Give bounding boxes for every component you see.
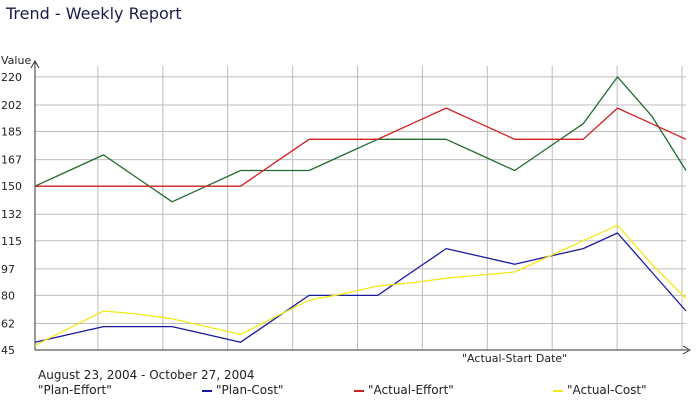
y-tick-label: 220 bbox=[1, 71, 22, 84]
legend-label: "Plan-Effort" bbox=[38, 383, 112, 397]
y-axis-arrow-icon bbox=[30, 59, 40, 69]
y-tick-label: 167 bbox=[1, 154, 22, 167]
y-tick-label: 202 bbox=[1, 99, 22, 112]
legend-label: "Actual-Cost" bbox=[567, 383, 647, 397]
y-tick-label: 115 bbox=[1, 235, 22, 248]
legend-item-actual-effort: "Actual-Effort" bbox=[354, 383, 454, 397]
legend-swatch bbox=[553, 389, 563, 392]
date-range: August 23, 2004 - October 27, 2004 bbox=[38, 368, 255, 382]
legend-item-actual-cost: "Actual-Cost" bbox=[553, 383, 647, 397]
legend-item-plan-effort: "Plan-Effort" bbox=[38, 383, 112, 397]
y-axis-label: Value bbox=[1, 54, 31, 67]
y-tick-label: 45 bbox=[1, 344, 15, 357]
legend-swatch bbox=[354, 389, 364, 392]
y-tick-label: 150 bbox=[1, 180, 22, 193]
legend-swatch bbox=[202, 389, 212, 392]
legend-label: "Plan-Cost" bbox=[216, 383, 284, 397]
y-tick-label: 185 bbox=[1, 126, 22, 139]
y-tick-label: 97 bbox=[1, 263, 15, 276]
x-axis-label: "Actual-Start Date" bbox=[462, 352, 567, 365]
y-tick-label: 132 bbox=[1, 208, 22, 221]
legend-label: "Actual-Effort" bbox=[368, 383, 454, 397]
y-tick-label: 62 bbox=[1, 317, 15, 330]
x-axis-arrow-icon bbox=[682, 345, 692, 355]
series-line-plan-cost bbox=[34, 232, 687, 343]
legend-item-plan-cost: "Plan-Cost" bbox=[202, 383, 284, 397]
series-line-actual-cost bbox=[34, 224, 687, 346]
chart-title: Trend - Weekly Report bbox=[6, 4, 182, 23]
series-line-actual-effort bbox=[35, 107, 687, 187]
y-tick-label: 80 bbox=[1, 289, 15, 302]
series-line-plan-effort bbox=[34, 76, 687, 203]
